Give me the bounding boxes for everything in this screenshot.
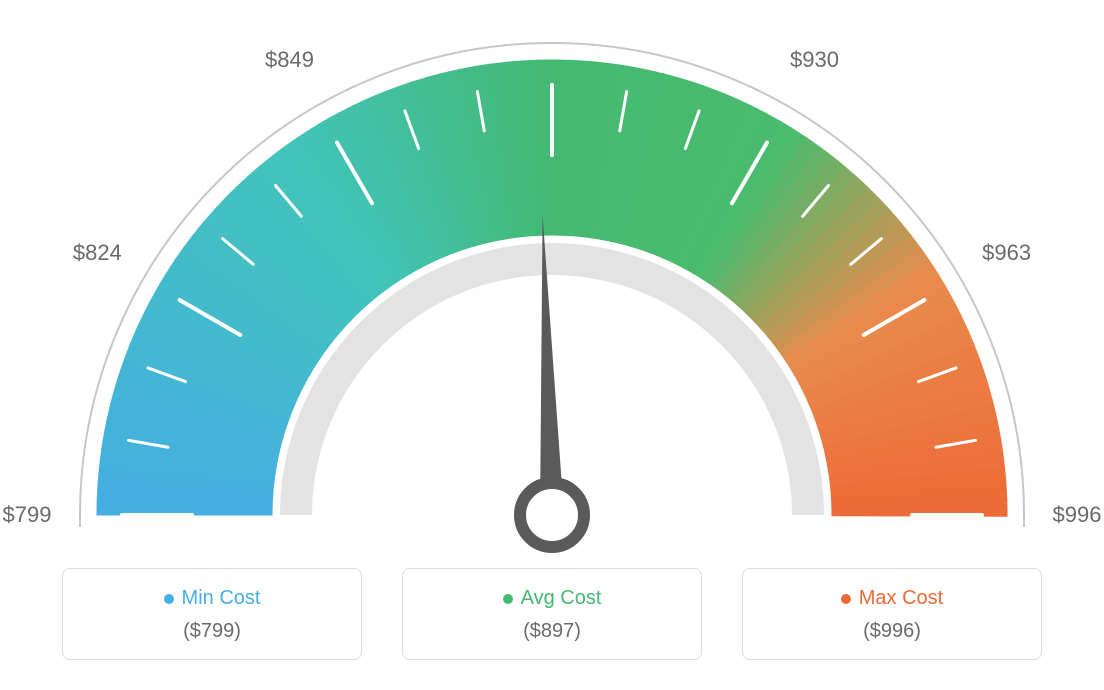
- legend-value-min: ($799): [63, 620, 361, 643]
- legend-card-min: Min Cost ($799): [62, 568, 362, 660]
- legend-title-max-text: Max Cost: [859, 587, 943, 610]
- legend-value-max: ($996): [743, 620, 1041, 643]
- tick-label: $963: [982, 240, 1031, 266]
- legend-title-min-text: Min Cost: [182, 587, 261, 610]
- legend-row: Min Cost ($799) Avg Cost ($897) Max Cost…: [0, 568, 1104, 660]
- dot-icon: [841, 594, 851, 604]
- legend-title-avg-text: Avg Cost: [521, 587, 602, 610]
- tick-label: $996: [1053, 502, 1102, 528]
- gauge-chart: $799 $824 $849 $897 $930 $963 $996: [0, 0, 1104, 560]
- legend-title-max: Max Cost: [841, 587, 943, 610]
- legend-title-min: Min Cost: [164, 587, 261, 610]
- tick-label: $930: [790, 47, 839, 73]
- legend-card-avg: Avg Cost ($897): [402, 568, 702, 660]
- tick-label: $897: [528, 0, 577, 3]
- legend-value-avg: ($897): [403, 620, 701, 643]
- gauge-svg: [0, 0, 1104, 560]
- dot-icon: [503, 594, 513, 604]
- dot-icon: [164, 594, 174, 604]
- legend-title-avg: Avg Cost: [503, 587, 602, 610]
- tick-label: $799: [3, 502, 52, 528]
- tick-label: $824: [73, 240, 122, 266]
- legend-card-max: Max Cost ($996): [742, 568, 1042, 660]
- tick-label: $849: [265, 47, 314, 73]
